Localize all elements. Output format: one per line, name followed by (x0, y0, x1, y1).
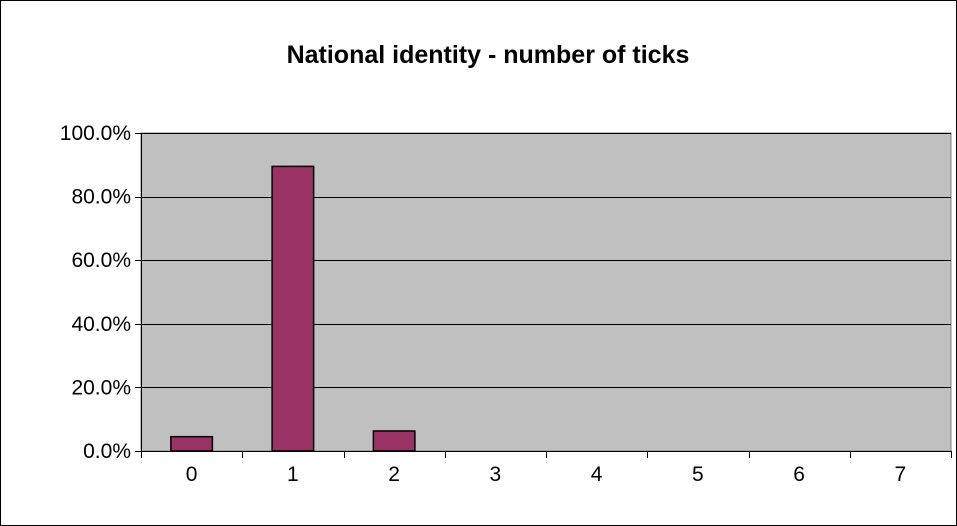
y-tick-label-2: 40.0% (71, 313, 131, 336)
x-tick-label-3: 3 (490, 463, 502, 486)
x-tick-label-2: 2 (388, 463, 400, 486)
axes (135, 133, 952, 458)
y-tick-label-5: 100.0% (60, 122, 131, 145)
bar-1 (271, 165, 315, 452)
y-tick-label-1: 20.0% (71, 376, 131, 399)
plot-area (140, 132, 952, 452)
x-tick-label-0: 0 (186, 463, 198, 486)
y-tick-label-4: 80.0% (71, 186, 131, 209)
bars (170, 165, 416, 452)
x-tick-label-6: 6 (793, 463, 805, 486)
x-tick-label-1: 1 (287, 463, 299, 486)
chart-title: National identity - number of ticks (287, 41, 690, 69)
x-tick-label-5: 5 (692, 463, 704, 486)
bar-0 (170, 435, 214, 452)
x-tick-label-7: 7 (895, 463, 907, 486)
y-tick-labels: 0.0% 20.0% 40.0% 60.0% 80.0% 100.0% (60, 122, 131, 463)
bar-2 (372, 430, 416, 452)
y-tick-label-0: 0.0% (83, 440, 131, 463)
x-tick-labels: 0 1 2 3 4 5 6 7 (186, 463, 906, 486)
y-tick-label-3: 60.0% (71, 249, 131, 272)
x-tick-label-4: 4 (591, 463, 603, 486)
